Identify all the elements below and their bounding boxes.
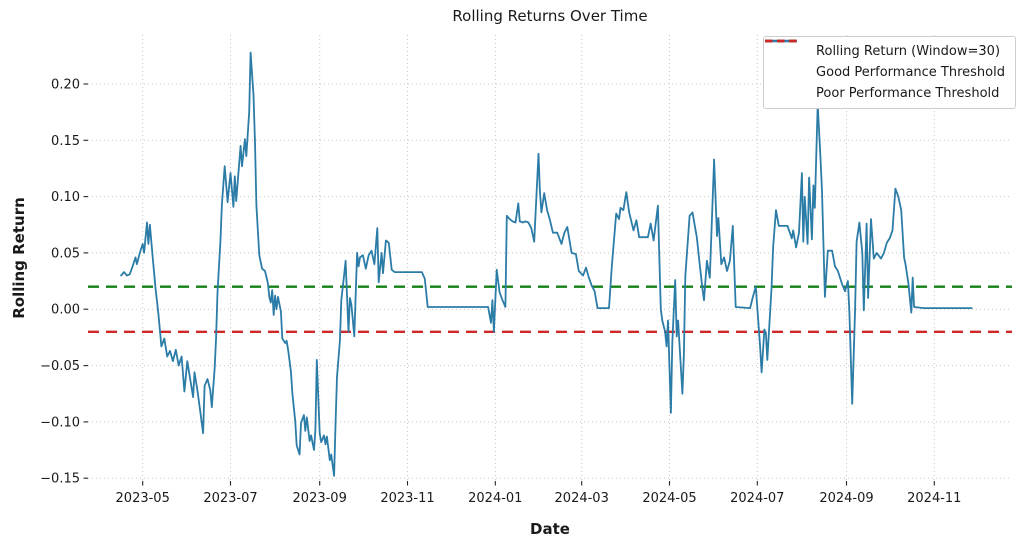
svg-text:0.05: 0.05 [51, 246, 80, 261]
legend-label: Good Performance Threshold [816, 65, 1005, 80]
svg-text:0.00: 0.00 [51, 303, 80, 318]
svg-text:0.15: 0.15 [51, 134, 80, 149]
good-threshold-dash-sample-icon [765, 39, 807, 77]
svg-text:2024-09: 2024-09 [819, 491, 873, 506]
chart-title: Rolling Returns Over Time [452, 7, 648, 25]
poor-threshold-dash-sample-icon [765, 39, 807, 98]
svg-text:−0.10: −0.10 [40, 415, 80, 430]
legend-item-poor-threshold: Poor Performance Threshold [765, 39, 1005, 102]
legend-item-good-threshold: Good Performance Threshold [765, 39, 1005, 81]
svg-text:−0.05: −0.05 [40, 359, 80, 374]
legend-label: Rolling Return (Window=30) [816, 44, 1001, 59]
svg-text:0.20: 0.20 [51, 78, 80, 93]
x-axis-label: Date [530, 520, 570, 538]
svg-text:2024-07: 2024-07 [730, 491, 784, 506]
svg-text:2023-07: 2023-07 [203, 491, 257, 506]
svg-text:−0.15: −0.15 [40, 472, 80, 487]
svg-text:2023-11: 2023-11 [380, 491, 434, 506]
legend-item-rolling-return: Rolling Return (Window=30) [765, 39, 1005, 60]
legend-label: Poor Performance Threshold [816, 86, 1000, 101]
svg-text:2024-05: 2024-05 [642, 491, 696, 506]
legend: Rolling Return (Window=30) Good Performa… [763, 36, 1016, 109]
y-axis-label: Rolling Return [10, 197, 28, 319]
svg-text:2024-03: 2024-03 [555, 491, 609, 506]
svg-text:2024-11: 2024-11 [907, 491, 961, 506]
rolling-return-line-sample-icon [765, 39, 807, 56]
svg-text:2024-01: 2024-01 [468, 491, 522, 506]
svg-text:2023-09: 2023-09 [293, 491, 347, 506]
svg-text:0.10: 0.10 [51, 190, 80, 205]
svg-text:2023-05: 2023-05 [116, 491, 170, 506]
